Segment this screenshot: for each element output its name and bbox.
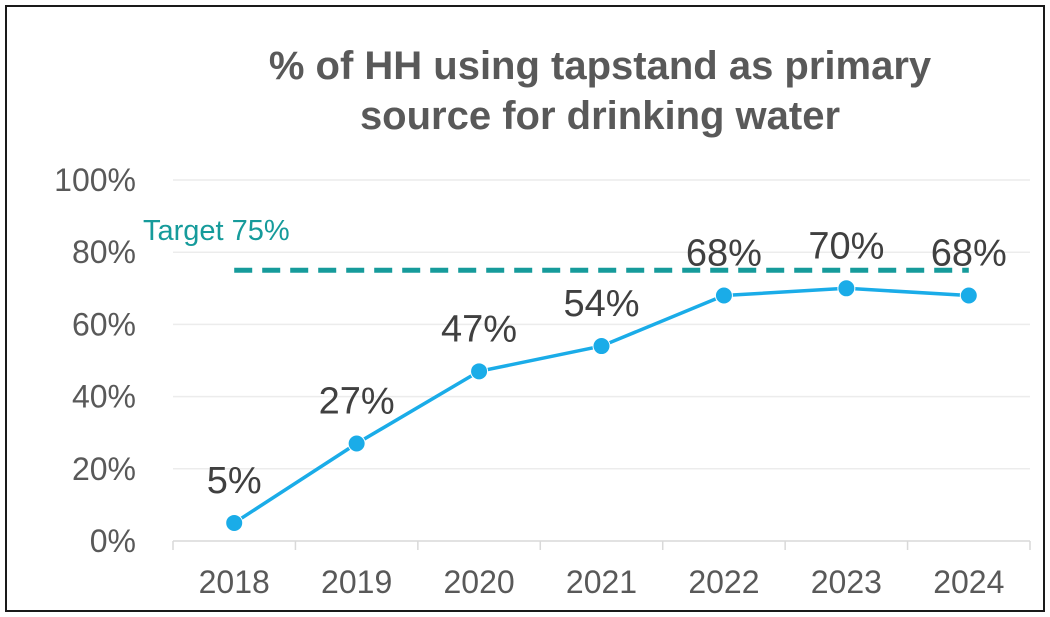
data-label: 47%: [441, 308, 517, 350]
data-point[interactable]: [592, 337, 611, 356]
data-point[interactable]: [714, 286, 733, 305]
x-axis: [172, 540, 1031, 550]
target-label: Target 75%: [143, 215, 290, 247]
data-label: 70%: [808, 225, 884, 267]
x-tick-labels: 2018 2019 2020 2021 2022 2023 2024: [199, 564, 1005, 600]
data-label: 68%: [931, 233, 1007, 275]
y-tick-label: 80%: [72, 234, 136, 270]
y-tick-label: 20%: [72, 451, 136, 487]
data-labels: 5% 27% 47% 54% 68% 70% 68%: [207, 225, 1007, 502]
x-tick-label: 2023: [811, 564, 882, 600]
x-tick-label: 2021: [566, 564, 637, 600]
chart-title-line-1: % of HH using tapstand as primary: [269, 44, 932, 88]
data-label: 27%: [319, 381, 395, 423]
x-tick-label: 2022: [688, 564, 759, 600]
x-tick-label: 2020: [443, 564, 514, 600]
target-line-group: Target 75%: [143, 215, 969, 273]
data-label: 54%: [563, 283, 639, 325]
y-tick-label: 40%: [72, 379, 136, 415]
y-tick-label: 60%: [72, 306, 136, 342]
data-label: 68%: [686, 233, 762, 275]
data-label: 5%: [207, 460, 262, 502]
x-tick-label: 2019: [321, 564, 392, 600]
y-tick-label: 100%: [54, 162, 136, 198]
data-point[interactable]: [837, 279, 856, 298]
chart-title-line-2: source for drinking water: [360, 94, 840, 138]
y-axis: 0% 20% 40% 60% 80% 100%: [54, 162, 136, 559]
series-line-group: [225, 279, 978, 532]
data-point[interactable]: [347, 434, 366, 453]
x-tick-label: 2024: [933, 564, 1004, 600]
data-point[interactable]: [225, 513, 244, 532]
chart-frame: [5, 5, 1045, 612]
x-tick-label: 2018: [199, 564, 270, 600]
y-tick-label: 0%: [90, 523, 136, 559]
data-point[interactable]: [959, 286, 978, 305]
data-point[interactable]: [470, 362, 489, 381]
